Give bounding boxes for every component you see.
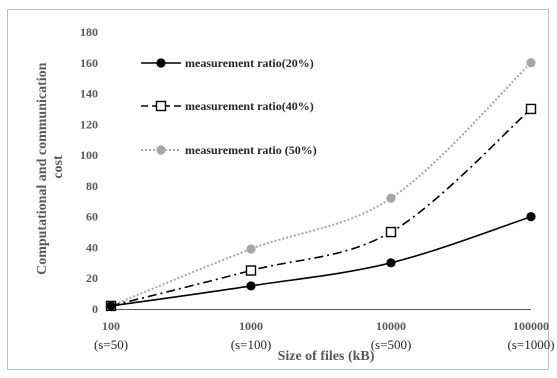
y-tick-label: 20	[86, 271, 98, 285]
y-tick-label: 80	[86, 179, 98, 193]
y-tick-label: 40	[86, 240, 98, 254]
data-point-series-3	[246, 244, 256, 254]
x-tick-label: 100000	[513, 319, 549, 333]
data-point-series-3	[526, 58, 536, 68]
x-axis-title: Size of files (kB)	[278, 349, 375, 364]
data-point-series-1	[386, 258, 396, 268]
y-axis-title-line-2: cost	[51, 155, 66, 179]
legend-label-3: measurement ratio (50%)	[185, 143, 317, 157]
x-tick-label: 1000	[239, 319, 263, 333]
legend-label-1: measurement ratio(20%)	[185, 56, 314, 70]
series-line-3	[110, 62, 532, 307]
y-axis-ticks: 0 20 40 60 80 100 120 140 160 180	[80, 25, 98, 316]
y-tick-label: 0	[92, 302, 98, 316]
x-tick-sublabel: (s=50)	[94, 337, 128, 352]
y-axis-title: Computational and communication cost	[35, 59, 66, 275]
y-axis-title-line-1: Computational and communication	[35, 62, 50, 275]
x-tick-sublabel: (s=1000)	[507, 337, 554, 352]
x-tick-sublabel: (s=100)	[231, 337, 272, 352]
data-point-series-3	[386, 193, 396, 203]
y-tick-label: 160	[80, 56, 98, 70]
legend: measurement ratio(20%) measurement ratio(…	[141, 56, 317, 157]
legend-marker-1	[156, 58, 166, 68]
data-point-series-1	[526, 212, 536, 222]
data-point-series-2	[385, 226, 397, 238]
series-line-1	[110, 215, 532, 307]
y-tick-label: 120	[80, 117, 98, 131]
legend-marker-3	[156, 145, 166, 155]
legend-marker-2	[155, 100, 167, 112]
series-line-2	[110, 108, 532, 307]
y-tick-label: 140	[80, 87, 98, 101]
y-tick-label: 100	[80, 148, 98, 162]
x-axis-ticks: 100 (s=50) 1000 (s=100) 10000 (s=500) 100000 (s…	[94, 319, 555, 352]
x-tick-sublabel: (s=500)	[371, 337, 412, 352]
x-tick-label: 10000	[376, 319, 406, 333]
data-point-series-1	[106, 301, 116, 311]
data-point-series-2	[245, 265, 257, 276]
series-markers	[105, 58, 537, 312]
series-lines	[110, 62, 532, 307]
y-tick-label: 180	[80, 25, 98, 39]
data-point-series-1	[246, 281, 256, 291]
legend-label-2: measurement ratio(40%)	[185, 99, 314, 113]
y-tick-label: 60	[86, 210, 98, 224]
x-tick-label: 100	[102, 319, 120, 333]
data-point-series-2	[525, 103, 537, 115]
